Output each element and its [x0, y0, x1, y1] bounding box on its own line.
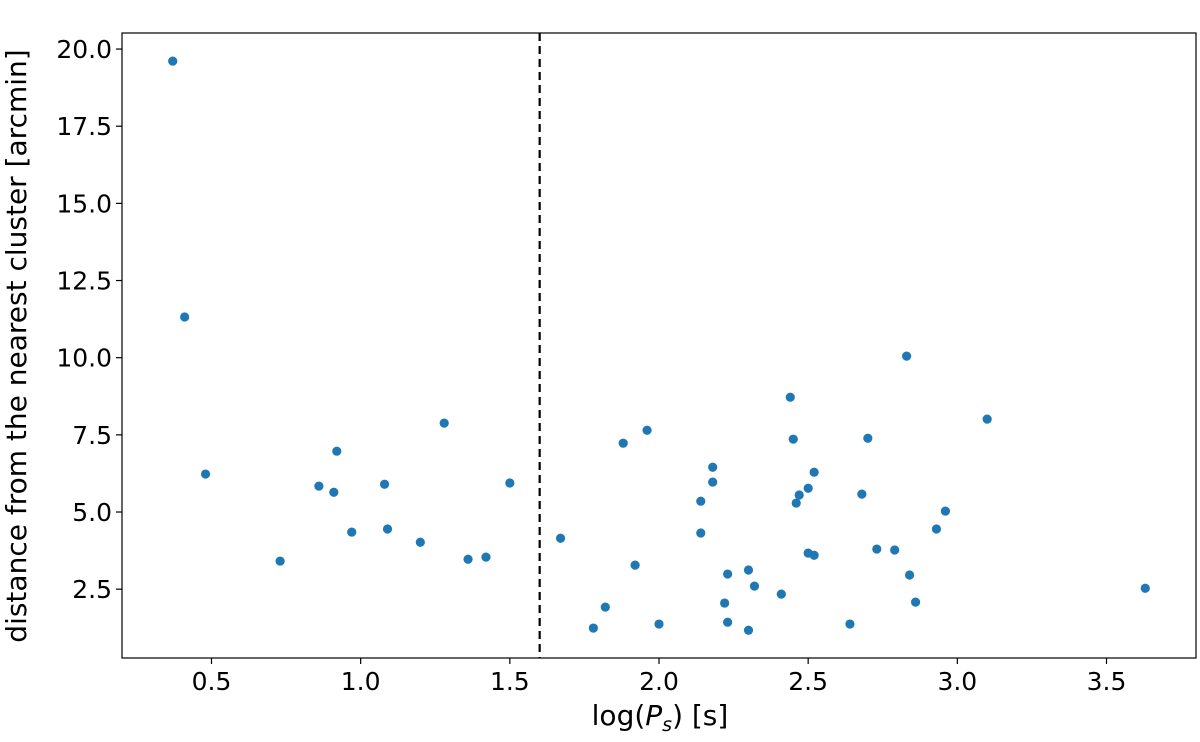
point	[890, 545, 900, 555]
y-tick-label: 12.5	[56, 267, 112, 296]
x-axis-label: log(Ps) [s]	[592, 699, 729, 736]
point	[505, 478, 515, 488]
point	[200, 469, 211, 479]
point	[749, 581, 760, 591]
x-tick-label: 1.5	[490, 667, 530, 696]
point	[720, 598, 730, 608]
point	[329, 487, 339, 497]
point	[588, 623, 598, 633]
x-label-prefix: log(	[592, 699, 646, 732]
point	[982, 414, 992, 424]
point	[809, 550, 819, 560]
x-tick-label: 3.0	[937, 667, 977, 696]
point	[785, 392, 795, 402]
point	[902, 351, 912, 361]
y-tick-label: 10.0	[56, 344, 112, 373]
point	[275, 556, 285, 566]
point	[940, 506, 951, 516]
point	[809, 467, 819, 477]
point	[776, 589, 786, 599]
y-tick-label: 17.5	[56, 112, 112, 141]
point	[332, 446, 342, 456]
point	[723, 617, 733, 627]
point	[168, 56, 178, 66]
point	[872, 544, 882, 554]
x-label-subscript: s	[662, 714, 672, 736]
point	[382, 524, 393, 534]
point	[788, 434, 798, 444]
point	[845, 619, 855, 629]
x-tick-label: 1.0	[341, 667, 381, 696]
point	[463, 554, 473, 564]
point	[931, 524, 942, 534]
point	[555, 533, 566, 543]
point	[618, 438, 628, 448]
x-tick-label: 0.5	[192, 667, 232, 696]
x-tick-label: 3.5	[1087, 667, 1127, 696]
point	[1140, 583, 1150, 593]
y-tick-label: 15.0	[56, 189, 112, 218]
point	[743, 625, 754, 635]
x-tick-label: 2.5	[788, 667, 828, 696]
point	[600, 602, 610, 612]
point	[803, 483, 813, 493]
point	[857, 489, 867, 499]
point	[642, 425, 652, 435]
point	[314, 481, 324, 491]
point	[863, 433, 873, 443]
point	[180, 312, 190, 322]
point	[481, 552, 491, 562]
y-tick-label: 5.0	[72, 498, 112, 527]
x-tick-label: 2.0	[639, 667, 679, 696]
point	[696, 496, 706, 506]
point	[743, 565, 754, 575]
point	[696, 528, 706, 538]
point	[708, 462, 718, 472]
point	[791, 498, 801, 508]
point	[723, 569, 733, 579]
point	[708, 477, 718, 487]
point	[794, 490, 804, 500]
point	[630, 560, 640, 570]
point	[415, 537, 425, 547]
point	[654, 619, 664, 629]
point	[905, 570, 915, 580]
x-label-suffix: ) [s]	[672, 699, 728, 732]
y-tick-label: 7.5	[72, 421, 112, 450]
point	[439, 418, 449, 428]
y-axis-label: distance from the nearest cluster [arcmi…	[0, 49, 33, 642]
y-tick-label: 2.5	[72, 575, 112, 604]
y-tick-label: 20.0	[56, 35, 112, 64]
point	[347, 527, 357, 537]
point	[910, 597, 921, 607]
point	[379, 479, 390, 489]
x-label-symbol: P	[645, 699, 662, 732]
